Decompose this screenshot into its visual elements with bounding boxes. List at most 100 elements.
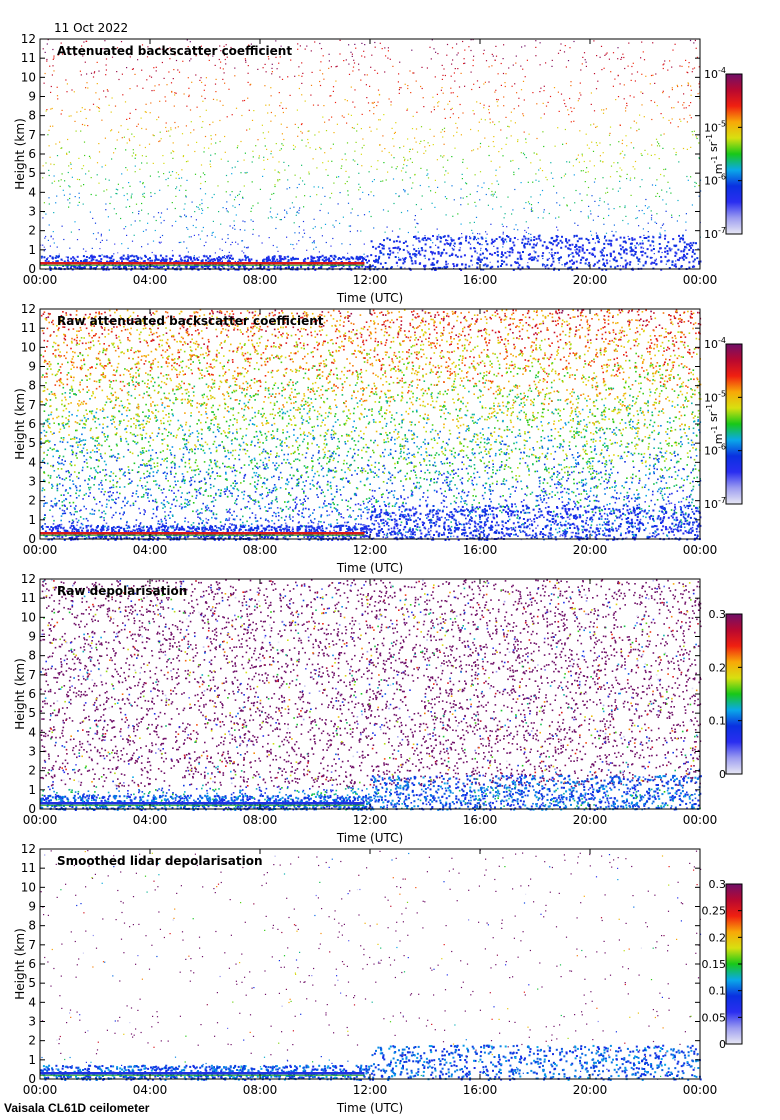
panel-title: Raw attenuated backscatter coefficient	[57, 314, 324, 328]
x-tick-label: 00:00	[683, 813, 718, 827]
panel-title: Smoothed lidar depolarisation	[57, 854, 263, 868]
y-tick-label: 2	[28, 764, 36, 778]
x-tick-label: 00:00	[683, 1083, 718, 1097]
x-tick-label: 00:00	[683, 273, 718, 287]
colorbar-tick-label: 0.05	[702, 1011, 727, 1024]
colorbar-tick-label: 0.3	[709, 608, 727, 621]
y-tick-label: 7	[28, 128, 36, 142]
y-tick-label: 5	[28, 436, 36, 450]
x-tick-label: 20:00	[573, 273, 608, 287]
plot-area	[40, 39, 700, 269]
y-tick-label: 1	[28, 243, 36, 257]
x-tick-label: 16:00	[463, 813, 498, 827]
panel-title: Raw depolarisation	[57, 584, 187, 598]
y-tick-label: 4	[28, 455, 36, 469]
y-tick-label: 11	[21, 591, 36, 605]
colorbar-tick-label: 0.3	[709, 878, 727, 891]
y-tick-label: 9	[28, 630, 36, 644]
y-tick-label: 9	[28, 360, 36, 374]
y-tick-label: 2	[28, 224, 36, 238]
x-tick-label: 00:00	[23, 273, 58, 287]
x-axis-label: Time (UTC)	[336, 291, 403, 305]
colorbar-tick-label: 0	[719, 1038, 726, 1051]
colorbar-tick-label: 10-7	[704, 496, 726, 511]
y-tick-label: 10	[21, 610, 36, 624]
y-tick-label: 3	[28, 745, 36, 759]
y-tick-label: 6	[28, 147, 36, 161]
colorbar-tick-label: 10-5	[704, 119, 726, 134]
x-axis-label: Time (UTC)	[336, 831, 403, 845]
colorbar-tick-label: 0.2	[709, 931, 727, 944]
colorbar-tick-label: 0.1	[709, 715, 727, 728]
x-tick-label: 00:00	[23, 1083, 58, 1097]
x-tick-label: 12:00	[353, 543, 388, 557]
colorbar-tick-label: 0	[719, 768, 726, 781]
colorbar-units: m-1 sr-1	[705, 404, 725, 444]
y-tick-label: 1	[28, 783, 36, 797]
y-tick-label: 8	[28, 379, 36, 393]
colorbar-tick-label: 10-5	[704, 389, 726, 404]
x-tick-label: 04:00	[133, 273, 168, 287]
y-tick-label: 10	[21, 880, 36, 894]
y-tick-label: 4	[28, 725, 36, 739]
colorbar-tick-label: 0.2	[709, 661, 727, 674]
x-tick-label: 04:00	[133, 1083, 168, 1097]
panel-title: Attenuated backscatter coefficient	[57, 44, 292, 58]
y-tick-label: 11	[21, 321, 36, 335]
y-axis-label: Height (km)	[13, 118, 27, 189]
colorbar-tick-label: 0.25	[702, 905, 727, 918]
y-tick-label: 12	[21, 32, 36, 46]
colorbar	[726, 344, 742, 504]
x-axis-label: Time (UTC)	[336, 1101, 403, 1115]
y-tick-label: 5	[28, 976, 36, 990]
x-tick-label: 00:00	[683, 543, 718, 557]
x-axis-label: Time (UTC)	[336, 561, 403, 575]
y-tick-label: 11	[21, 51, 36, 65]
y-axis-label: Height (km)	[13, 928, 27, 999]
y-tick-label: 12	[21, 572, 36, 586]
y-tick-label: 6	[28, 957, 36, 971]
y-tick-label: 4	[28, 185, 36, 199]
x-tick-label: 16:00	[463, 543, 498, 557]
colorbar-tick-label: 10-4	[704, 336, 726, 351]
x-tick-label: 08:00	[243, 273, 278, 287]
colorbar-tick-label: 10-4	[704, 66, 726, 81]
x-tick-label: 00:00	[23, 813, 58, 827]
y-tick-label: 7	[28, 938, 36, 952]
y-tick-label: 8	[28, 109, 36, 123]
x-tick-label: 04:00	[133, 813, 168, 827]
y-tick-label: 9	[28, 900, 36, 914]
footer-label: Vaisala CL61D ceilometer	[4, 1101, 149, 1115]
colorbar-tick-label: 0.1	[709, 985, 727, 998]
plot-area	[40, 579, 700, 809]
x-tick-label: 16:00	[463, 273, 498, 287]
y-tick-label: 2	[28, 494, 36, 508]
y-tick-label: 10	[21, 70, 36, 84]
colorbar-tick-label: 10-7	[704, 226, 726, 241]
x-tick-label: 12:00	[353, 273, 388, 287]
y-axis-label: Height (km)	[13, 658, 27, 729]
y-tick-label: 10	[21, 340, 36, 354]
x-tick-label: 08:00	[243, 1083, 278, 1097]
y-tick-label: 12	[21, 842, 36, 856]
y-tick-label: 12	[21, 302, 36, 316]
x-tick-label: 00:00	[23, 543, 58, 557]
y-tick-label: 5	[28, 706, 36, 720]
x-tick-label: 04:00	[133, 543, 168, 557]
y-tick-label: 2	[28, 1034, 36, 1048]
y-tick-label: 6	[28, 687, 36, 701]
y-tick-label: 1	[28, 1053, 36, 1067]
x-tick-label: 08:00	[243, 543, 278, 557]
x-tick-label: 12:00	[353, 813, 388, 827]
x-tick-label: 20:00	[573, 813, 608, 827]
y-tick-label: 3	[28, 205, 36, 219]
colorbar	[726, 614, 742, 774]
y-tick-label: 1	[28, 513, 36, 527]
y-tick-label: 8	[28, 649, 36, 663]
y-tick-label: 8	[28, 919, 36, 933]
y-tick-label: 5	[28, 166, 36, 180]
